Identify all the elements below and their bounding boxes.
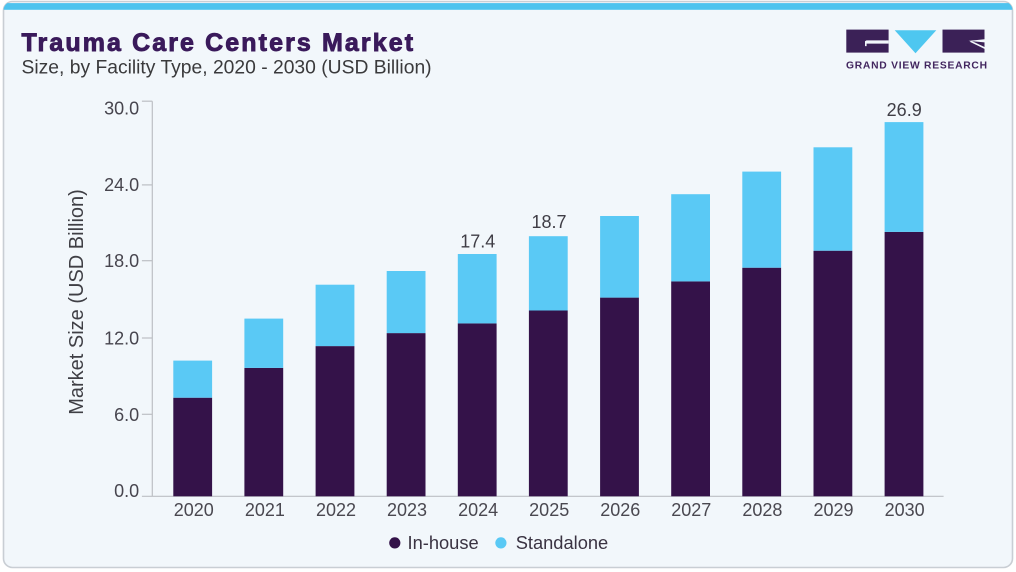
svg-text:2022: 2022 <box>316 500 356 520</box>
svg-text:2020: 2020 <box>174 500 214 520</box>
svg-text:2021: 2021 <box>245 500 285 520</box>
svg-text:In-house: In-house <box>408 532 479 553</box>
svg-text:6.0: 6.0 <box>114 405 139 425</box>
svg-text:17.4: 17.4 <box>460 232 495 252</box>
svg-text:0.0: 0.0 <box>114 481 139 501</box>
svg-text:30.0: 30.0 <box>104 98 139 118</box>
svg-text:18.7: 18.7 <box>531 212 566 232</box>
svg-text:12.0: 12.0 <box>104 328 139 348</box>
svg-text:Market Size (USD Billion): Market Size (USD Billion) <box>66 189 88 415</box>
svg-text:2028: 2028 <box>742 500 782 520</box>
svg-text:2029: 2029 <box>813 500 853 520</box>
svg-text:Standalone: Standalone <box>516 532 609 553</box>
svg-text:2024: 2024 <box>458 500 498 520</box>
svg-text:18.0: 18.0 <box>104 251 139 271</box>
svg-text:Size, by Facility Type, 2020 -: Size, by Facility Type, 2020 - 2030 (USD… <box>22 58 432 79</box>
svg-text:2027: 2027 <box>671 500 711 520</box>
svg-text:2025: 2025 <box>529 500 569 520</box>
svg-text:2026: 2026 <box>600 500 640 520</box>
svg-text:GRAND VIEW RESEARCH: GRAND VIEW RESEARCH <box>846 61 988 72</box>
svg-text:2030: 2030 <box>885 500 925 520</box>
svg-text:26.9: 26.9 <box>887 100 922 120</box>
svg-text:24.0: 24.0 <box>104 175 139 195</box>
svg-text:Trauma Care Centers Market: Trauma Care Centers Market <box>22 29 416 57</box>
svg-text:2023: 2023 <box>387 500 427 520</box>
